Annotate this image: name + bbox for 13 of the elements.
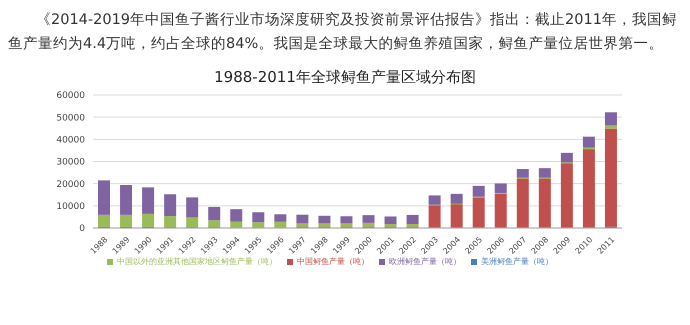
y-tick-label: 20000 [56,180,86,190]
y-tick-label: 10000 [56,202,86,212]
y-tick-label: 50000 [56,113,86,124]
legend-label: 美洲鲟鱼产量（吨） [481,257,553,266]
legend-label: 中国以外的亚洲其他国家地区鲟鱼产量（吨） [117,257,277,266]
y-tick-label: 30000 [56,158,86,168]
chart-title: 1988-2011年全球鲟鱼产量区域分布图 [213,68,477,87]
legend-label: 欧洲鲟鱼产量（吨） [389,257,461,266]
y-tick-label: 40000 [56,136,86,146]
legend-label: 中国鲟鱼产量（吨） [297,257,369,266]
y-tick-label: 60000 [56,91,86,102]
text: 《2014-2019年中国鱼子酱行业市场深度研究及投资前景评估报告》指出：截止2011年，我国鲟鱼产量约为4.4万吨，约占全球的84%。我国是全球最大的鲟鱼养殖国家，鲟鱼产量位居世界第一。 [8,10,678,54]
y-tick-label: 0 [79,224,86,234]
